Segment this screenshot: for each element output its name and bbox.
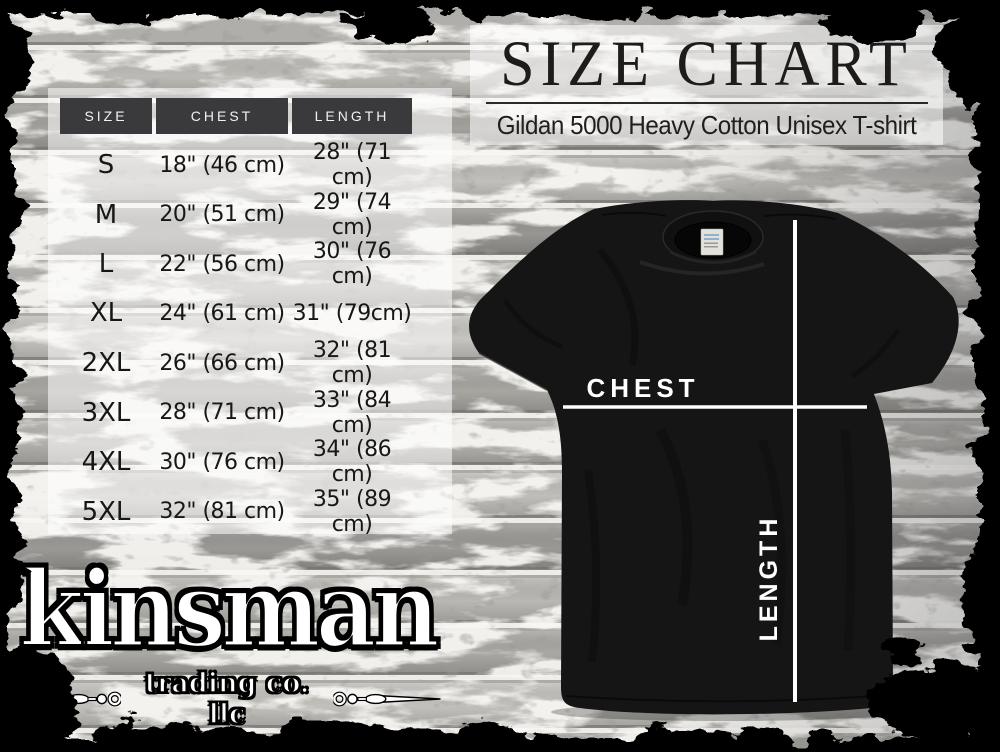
table-row: 4XL 30" (76 cm) 34" (86 cm) — [60, 437, 452, 487]
length-label: LENGTH — [755, 515, 783, 642]
chest-cell: 24" (61 cm) — [159, 300, 285, 326]
length-cell: 28" (71 cm) — [312, 140, 392, 190]
care-tag-icon — [700, 228, 724, 256]
ornament-left-icon — [13, 691, 122, 707]
size-cell: 4XL — [81, 447, 131, 477]
column-header-length: LENGTH — [292, 98, 412, 134]
size-cell: M — [94, 199, 118, 230]
size-cell: 5XL — [81, 496, 131, 527]
title-panel: SIZE CHART Gildan 5000 Heavy Cotton Unis… — [470, 25, 943, 145]
column-header-chest: CHEST — [156, 98, 288, 134]
table-row: XL 24" (61 cm) 31" (79cm) — [60, 289, 452, 339]
chest-cell: 20" (51 cm) — [159, 202, 285, 227]
size-cell: 2XL — [81, 348, 131, 378]
table-row: S 18" (46 cm) 28" (71 cm) — [60, 140, 452, 190]
length-cell: 31" (79cm) — [292, 300, 412, 326]
size-cell: 3XL — [81, 397, 131, 428]
tshirt-body — [469, 200, 959, 715]
brand-tagline-row: trading co. llc — [12, 667, 442, 731]
size-cell: L — [98, 249, 114, 279]
page-title: SIZE CHART — [500, 28, 913, 100]
column-header-size: SIZE — [60, 98, 152, 134]
chest-cell: 26" (66 cm) — [159, 350, 285, 376]
table-row: L 22" (56 cm) 30" (76 cm) — [60, 239, 452, 289]
chest-cell: 18" (46 cm) — [159, 152, 285, 178]
brand-tagline: trading co. llc — [144, 667, 310, 731]
ornament-right-icon — [332, 691, 441, 707]
table-row: 5XL 32" (81 cm) 35" (89 cm) — [60, 487, 452, 537]
brand-name: kinsman — [18, 548, 442, 672]
chest-cell: 30" (76 cm) — [159, 449, 285, 475]
length-cell: 32" (81 cm) — [312, 338, 392, 388]
length-cell: 33" (84 cm) — [312, 387, 392, 438]
chest-label: CHEST — [586, 373, 699, 403]
chest-cell: 32" (81 cm) — [159, 499, 285, 524]
product-subtitle: Gildan 5000 Heavy Cotton Unisex T-shirt — [496, 110, 917, 140]
length-cell: 29" (74 cm) — [312, 189, 392, 240]
table-row: M 20" (51 cm) 29" (74 cm) — [60, 190, 452, 240]
size-cell: XL — [89, 298, 123, 329]
length-cell: 35" (89 cm) — [312, 486, 392, 537]
chest-cell: 28" (71 cm) — [159, 400, 285, 425]
size-table-panel: SIZE CHEST LENGTH S 18" (46 cm) 28" (71 … — [48, 88, 452, 537]
table-row: 2XL 26" (66 cm) 32" (81 cm) — [60, 338, 452, 388]
table-row: 3XL 28" (71 cm) 33" (84 cm) — [60, 388, 452, 438]
chest-cell: 22" (56 cm) — [159, 251, 285, 277]
table-body: S 18" (46 cm) 28" (71 cm) M 20" (51 cm) … — [48, 140, 452, 537]
title-divider — [485, 102, 928, 104]
table-header: SIZE CHEST LENGTH — [60, 98, 452, 134]
length-cell: 30" (76 cm) — [312, 239, 392, 289]
size-cell: S — [97, 150, 115, 180]
brand-logo: kinsman trading co. llc — [12, 552, 442, 731]
length-cell: 34" (86 cm) — [312, 437, 392, 487]
